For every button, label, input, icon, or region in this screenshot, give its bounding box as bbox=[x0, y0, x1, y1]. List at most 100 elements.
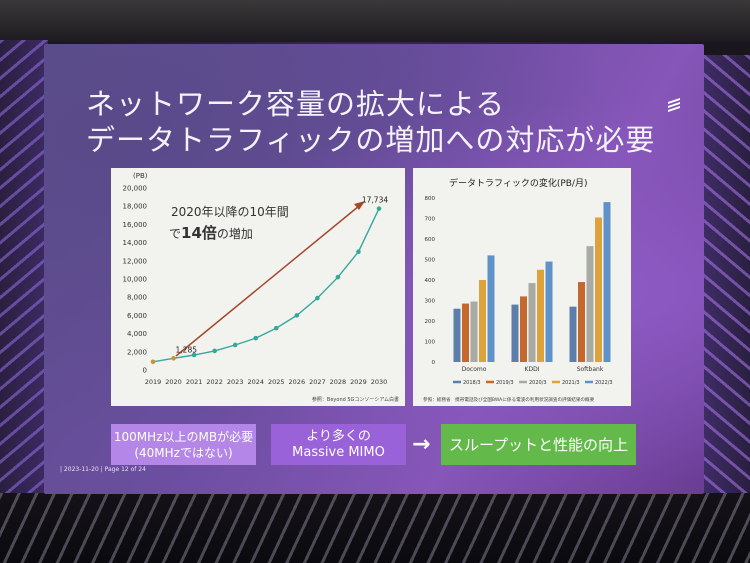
right-chart-source: 参照：総務省 携帯電話及び全国BWAに係る電波の利用状況調査の評価結果の概要 bbox=[423, 398, 595, 403]
throughput-box: スループットと性能の向上 bbox=[441, 424, 636, 465]
y-tick-label: 12,000 bbox=[123, 257, 148, 265]
y-tick-label: 6,000 bbox=[127, 312, 147, 320]
category-label: Softbank bbox=[577, 366, 604, 373]
x-tick-label: 2021 bbox=[186, 378, 203, 386]
x-tick-label: 2026 bbox=[289, 378, 306, 386]
bar bbox=[595, 217, 602, 362]
y-tick-label: 500 bbox=[425, 258, 436, 264]
data-point bbox=[150, 359, 156, 365]
y-tick-label: 400 bbox=[425, 278, 436, 284]
y-tick-label: 20,000 bbox=[123, 185, 148, 193]
bar bbox=[520, 296, 527, 362]
left-chart-source: 参照：Beyond 5Gコンソーシアム白書 bbox=[311, 397, 399, 403]
slide-title: ネットワーク容量の拡大による データトラフィックの増加への対応が必要 bbox=[86, 86, 655, 158]
bar bbox=[470, 301, 478, 362]
right-wall-pattern bbox=[702, 55, 750, 495]
data-point bbox=[356, 249, 361, 254]
floor-pattern bbox=[0, 493, 750, 563]
x-tick-label: 2023 bbox=[227, 378, 244, 386]
data-point bbox=[171, 356, 176, 361]
data-point bbox=[232, 342, 238, 348]
mb-requirement-line2: (40MHzではない) bbox=[134, 445, 233, 460]
y-tick-label: 2,000 bbox=[127, 348, 147, 356]
data-point bbox=[253, 335, 259, 341]
bar bbox=[545, 261, 553, 362]
y-tick-label: 800 bbox=[425, 196, 436, 202]
y-axis-unit-label: (PB) bbox=[133, 172, 148, 180]
data-point bbox=[376, 206, 382, 211]
x-tick-label: 2024 bbox=[247, 378, 264, 386]
bar-chart-panel: データトラフィックの変化(PB/月) 0 100 200 300 400 500 600 70… bbox=[413, 168, 631, 406]
mb-requirement-box: 100MHz以上のMBが必要 (40MHzではない) bbox=[111, 424, 256, 465]
legend-label: 2021/3 bbox=[562, 380, 580, 386]
bar-chart: データトラフィックの変化(PB/月) 0 100 200 300 400 500 600 70… bbox=[425, 177, 613, 386]
right-arrow-icon: → bbox=[412, 432, 431, 457]
annotation-line1: 2020年以降の10年間 bbox=[171, 205, 289, 219]
trend-arrow-head bbox=[354, 201, 365, 210]
bar bbox=[586, 246, 594, 362]
legend-label: 2020/3 bbox=[529, 380, 547, 386]
y-tick-label: 14,000 bbox=[123, 239, 148, 247]
y-tick-label: 300 bbox=[425, 299, 436, 305]
data-point bbox=[335, 274, 341, 280]
slide-title-line2: データトラフィックの増加への対応が必要 bbox=[86, 123, 656, 157]
bar bbox=[479, 280, 486, 362]
series-line bbox=[152, 208, 380, 363]
legend-label: 2019/3 bbox=[496, 380, 514, 386]
brand-logo-icon bbox=[668, 98, 680, 112]
x-tick-label: 2028 bbox=[330, 378, 347, 386]
massive-mimo-box: より多くの Massive MIMO bbox=[271, 424, 406, 465]
x-tick-label: 2025 bbox=[268, 378, 285, 386]
left-wall-pattern bbox=[0, 40, 48, 510]
x-tick-label: 2027 bbox=[309, 378, 326, 386]
data-point bbox=[294, 313, 300, 318]
data-point-label: 17,734 bbox=[362, 196, 388, 205]
throughput-label: スループットと性能の向上 bbox=[448, 435, 629, 454]
y-tick-label: 4,000 bbox=[127, 330, 147, 338]
y-tick-label: 16,000 bbox=[123, 221, 148, 229]
massive-mimo-line1: より多くの bbox=[306, 428, 371, 444]
y-tick-label: 18,000 bbox=[123, 203, 148, 211]
x-tick-label: 2030 bbox=[371, 378, 388, 386]
bar bbox=[603, 202, 611, 362]
data-point bbox=[191, 352, 197, 358]
y-tick-label: 0 bbox=[432, 360, 436, 366]
data-point bbox=[315, 295, 320, 301]
line-chart-panel: (PB) 0 2,000 4,000 6,000 8,000 10,000 12,000 14… bbox=[111, 168, 405, 406]
x-tick-label: 2019 bbox=[145, 378, 162, 386]
bar bbox=[537, 269, 544, 362]
bar bbox=[528, 283, 536, 362]
bar bbox=[462, 303, 469, 362]
data-point bbox=[212, 348, 217, 354]
data-point-label: 1,285 bbox=[176, 345, 198, 354]
y-tick-label: 10,000 bbox=[123, 276, 148, 284]
annotation-line2: で14倍の増加 bbox=[169, 224, 253, 242]
y-tick-label: 100 bbox=[425, 340, 436, 346]
x-tick-label: 2022 bbox=[206, 378, 223, 386]
y-tick-label: 700 bbox=[425, 217, 436, 223]
y-tick-label: 0 bbox=[143, 367, 147, 375]
legend-label: 2022/3 bbox=[595, 380, 613, 386]
bar bbox=[511, 304, 519, 362]
legend-label: 2018/3 bbox=[463, 380, 481, 386]
x-tick-label: 2020 bbox=[165, 378, 182, 386]
massive-mimo-line2: Massive MIMO bbox=[292, 444, 385, 460]
bar bbox=[569, 306, 577, 362]
mb-requirement-line1: 100MHz以上のMBが必要 bbox=[113, 429, 254, 444]
bar-chart-title: データトラフィックの変化(PB/月) bbox=[449, 177, 587, 189]
category-label: KDDI bbox=[525, 366, 540, 373]
slide-footer: | 2023-11-20 | Page 12 of 24 bbox=[60, 466, 146, 473]
y-tick-label: 8,000 bbox=[127, 294, 147, 302]
bar bbox=[578, 282, 585, 362]
ceiling bbox=[0, 0, 750, 42]
x-tick-label: 2029 bbox=[350, 378, 367, 386]
y-tick-label: 200 bbox=[425, 319, 436, 325]
bar bbox=[453, 308, 461, 362]
y-tick-label: 600 bbox=[425, 237, 436, 243]
category-label: Docomo bbox=[462, 366, 487, 373]
trend-arrow bbox=[175, 205, 360, 357]
bar bbox=[487, 255, 495, 362]
slide-title-line1: ネットワーク容量の拡大による bbox=[86, 87, 506, 121]
data-point bbox=[273, 325, 279, 331]
line-chart: (PB) 0 2,000 4,000 6,000 8,000 10,000 12,000 14… bbox=[123, 172, 389, 386]
